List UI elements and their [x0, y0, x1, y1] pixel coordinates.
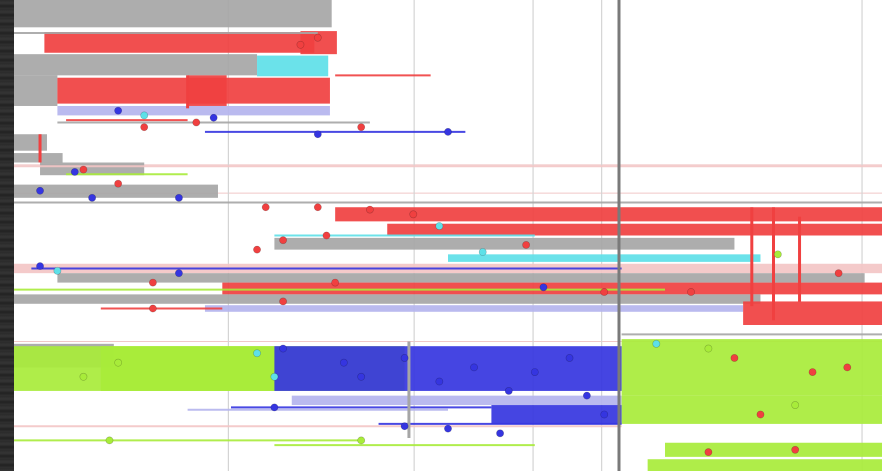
event-marker-blue-40: [339, 358, 348, 367]
event-marker-green-53: [79, 372, 88, 381]
event-marker-red-55: [808, 368, 817, 376]
band-lavender-8: [57, 105, 330, 116]
event-marker-green-52: [114, 358, 123, 367]
event-marker-red-37: [279, 297, 287, 306]
band-lavender-28: [291, 395, 622, 406]
band-gray-0: [14, 0, 332, 28]
band-gray-20: [14, 294, 761, 304]
event-marker-red-23: [253, 245, 261, 254]
event-marker-red-30: [331, 278, 340, 287]
event-marker-red-56: [843, 363, 852, 372]
event-marker-blue-48: [582, 391, 591, 400]
event-marker-red-57: [756, 410, 765, 419]
band-gray-15: [274, 237, 735, 250]
event-marker-red-66: [704, 448, 713, 457]
event-marker-red-36: [148, 304, 157, 313]
event-marker-red-1: [296, 40, 305, 49]
event-marker-blue-41: [357, 372, 366, 381]
band-red-1: [44, 32, 315, 53]
band-red-19: [222, 282, 882, 295]
event-marker-blue-31: [539, 283, 548, 292]
event-marker-blue-39: [279, 344, 287, 353]
band-green-31: [665, 442, 882, 457]
event-marker-blue-29: [175, 269, 183, 278]
event-marker-blue-46: [530, 368, 539, 376]
event-marker-green-59: [791, 401, 800, 409]
event-marker-red-18: [365, 205, 374, 214]
event-marker-red-10: [79, 165, 88, 174]
event-marker-blue-26: [36, 262, 44, 271]
event-marker-blue-2: [114, 106, 123, 115]
event-marker-blue-63: [496, 429, 504, 438]
event-marker-blue-45: [504, 387, 513, 395]
event-marker-cyan-27: [53, 266, 62, 275]
band-gray-5: [14, 75, 58, 106]
event-marker-red-4: [140, 123, 149, 132]
event-marker-blue-15: [175, 193, 183, 202]
event-marker-blue-3: [209, 113, 218, 122]
event-marker-blue-11: [70, 168, 79, 176]
event-marker-red-54: [730, 354, 739, 362]
band-green-30: [621, 395, 882, 424]
band-red-22: [743, 301, 882, 325]
event-marker-blue-47: [565, 354, 574, 362]
event-marker-green-34: [773, 250, 782, 259]
event-marker-red-21: [322, 231, 331, 240]
band-gray-10: [14, 153, 63, 163]
event-marker-blue-7: [313, 130, 322, 139]
event-marker-blue-43: [435, 377, 444, 386]
band-cyan-4: [257, 55, 329, 77]
event-marker-green-64: [105, 436, 114, 445]
plot-area: [14, 0, 882, 471]
event-marker-cyan-24: [478, 248, 487, 256]
event-marker-cyan-50: [253, 349, 261, 358]
band-lavender-21: [204, 305, 744, 312]
band-red-2: [300, 31, 337, 55]
event-marker-red-19: [409, 210, 418, 219]
event-marker-cyan-22: [435, 222, 444, 230]
band-gray-18: [57, 273, 865, 283]
event-marker-cyan-51: [270, 372, 279, 381]
event-marker-red-32: [600, 288, 609, 296]
event-marker-red-33: [687, 288, 695, 296]
event-marker-blue-13: [36, 186, 44, 195]
event-marker-red-20: [279, 236, 287, 245]
event-marker-red-25: [522, 241, 531, 249]
event-marker-red-67: [791, 445, 800, 454]
left-edge-strip: [0, 0, 14, 471]
event-marker-blue-62: [444, 424, 452, 433]
band-gray-9: [14, 134, 47, 151]
event-marker-blue-9: [444, 127, 452, 136]
band-green-27: [621, 339, 882, 396]
event-marker-blue-42: [400, 354, 409, 362]
band-cyan-16: [448, 254, 761, 262]
event-marker-red-16: [261, 203, 270, 212]
timeline-chart: [14, 0, 882, 471]
event-marker-blue-60: [270, 403, 279, 412]
band-green-32: [647, 459, 882, 471]
event-marker-red-5: [192, 118, 201, 127]
event-marker-red-17: [313, 203, 322, 212]
band-red-7: [187, 75, 227, 106]
band-blue-26: [274, 346, 622, 391]
event-marker-blue-14: [88, 193, 97, 202]
event-marker-red-35: [834, 269, 843, 278]
event-marker-green-65: [357, 436, 366, 445]
event-marker-red-28: [148, 278, 157, 287]
event-marker-red-12: [114, 179, 123, 188]
event-marker-green-58: [704, 344, 713, 353]
band-red-13: [335, 207, 882, 222]
event-marker-red-0: [313, 33, 322, 42]
band-blue-29: [491, 405, 622, 424]
event-marker-cyan-38: [652, 339, 661, 348]
band-gray-3: [14, 54, 258, 76]
band-gray-12: [14, 184, 218, 198]
event-marker-blue-44: [470, 363, 478, 372]
event-marker-blue-49: [600, 410, 609, 419]
event-marker-cyan-6: [140, 111, 149, 120]
event-marker-blue-61: [400, 422, 409, 431]
band-red-14: [387, 223, 882, 236]
event-marker-red-8: [357, 123, 366, 132]
